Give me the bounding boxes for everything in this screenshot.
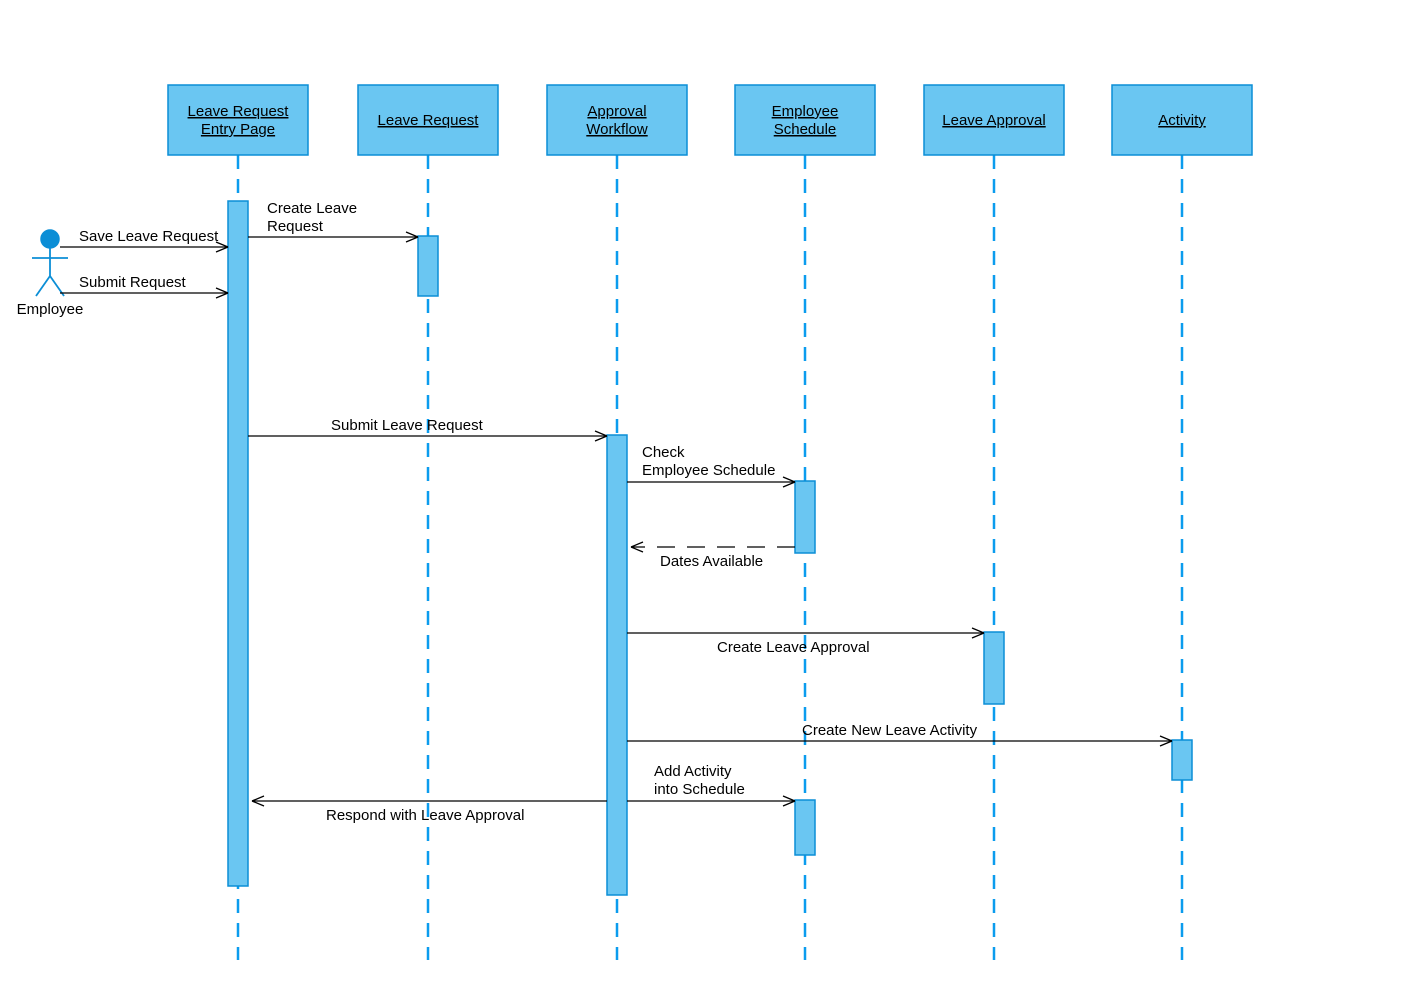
activation-activity bbox=[1172, 740, 1192, 780]
lifeline-label-request: Leave Request bbox=[378, 112, 480, 129]
message-label-submitReq: Submit Request bbox=[79, 274, 187, 291]
lifeline-box-schedule bbox=[735, 85, 875, 155]
message-label-createLeave: Create Leave bbox=[267, 200, 357, 217]
message-datesAvail: Dates Available bbox=[631, 542, 795, 570]
message-label-save: Save Leave Request bbox=[79, 228, 219, 245]
message-createAct: Create New Leave Activity bbox=[627, 722, 1172, 746]
activation-schedule bbox=[795, 481, 815, 553]
message-label-addAct: into Schedule bbox=[654, 781, 745, 798]
activation-approval bbox=[984, 632, 1004, 704]
message-label-respond: Respond with Leave Approval bbox=[326, 807, 524, 824]
lifeline-label-schedule: Employee bbox=[772, 103, 839, 120]
lifeline-label-workflow: Approval bbox=[587, 103, 646, 120]
activation-request bbox=[418, 236, 438, 296]
message-label-createLeave: Request bbox=[267, 218, 324, 235]
lifeline-label-activity: Activity bbox=[1158, 112, 1206, 129]
lifeline-box-entry bbox=[168, 85, 308, 155]
message-save: Save Leave Request bbox=[60, 228, 228, 252]
message-respond: Respond with Leave Approval bbox=[252, 796, 607, 824]
lifeline-box-workflow bbox=[547, 85, 687, 155]
message-label-datesAvail: Dates Available bbox=[660, 553, 763, 570]
lifeline-label-entry: Entry Page bbox=[201, 121, 275, 138]
lifeline-label-entry: Leave Request bbox=[188, 103, 290, 120]
message-label-createAct: Create New Leave Activity bbox=[802, 722, 978, 739]
message-submitReq: Submit Request bbox=[60, 274, 228, 298]
activation-entry bbox=[228, 201, 248, 886]
sequence-diagram: Leave RequestEntry PageLeave RequestAppr… bbox=[0, 0, 1422, 988]
activation-schedule bbox=[795, 800, 815, 855]
message-label-addAct: Add Activity bbox=[654, 763, 732, 780]
message-submitLeave: Submit Leave Request bbox=[248, 417, 607, 441]
lifeline-label-schedule: Schedule bbox=[774, 121, 837, 138]
lifeline-label-workflow: Workflow bbox=[586, 121, 648, 138]
message-label-checkSched: Employee Schedule bbox=[642, 462, 775, 479]
activation-workflow bbox=[607, 435, 627, 895]
message-label-submitLeave: Submit Leave Request bbox=[331, 417, 484, 434]
message-label-checkSched: Check bbox=[642, 444, 685, 461]
lifeline-label-approval: Leave Approval bbox=[942, 112, 1045, 129]
actor-label: Employee bbox=[17, 301, 84, 318]
actor-employee: Employee bbox=[17, 230, 84, 318]
message-label-createAppr: Create Leave Approval bbox=[717, 639, 870, 656]
message-createAppr: Create Leave Approval bbox=[627, 628, 984, 656]
message-checkSched: CheckEmployee Schedule bbox=[627, 444, 795, 487]
message-createLeave: Create LeaveRequest bbox=[248, 200, 418, 242]
message-addAct: Add Activityinto Schedule bbox=[627, 763, 795, 806]
